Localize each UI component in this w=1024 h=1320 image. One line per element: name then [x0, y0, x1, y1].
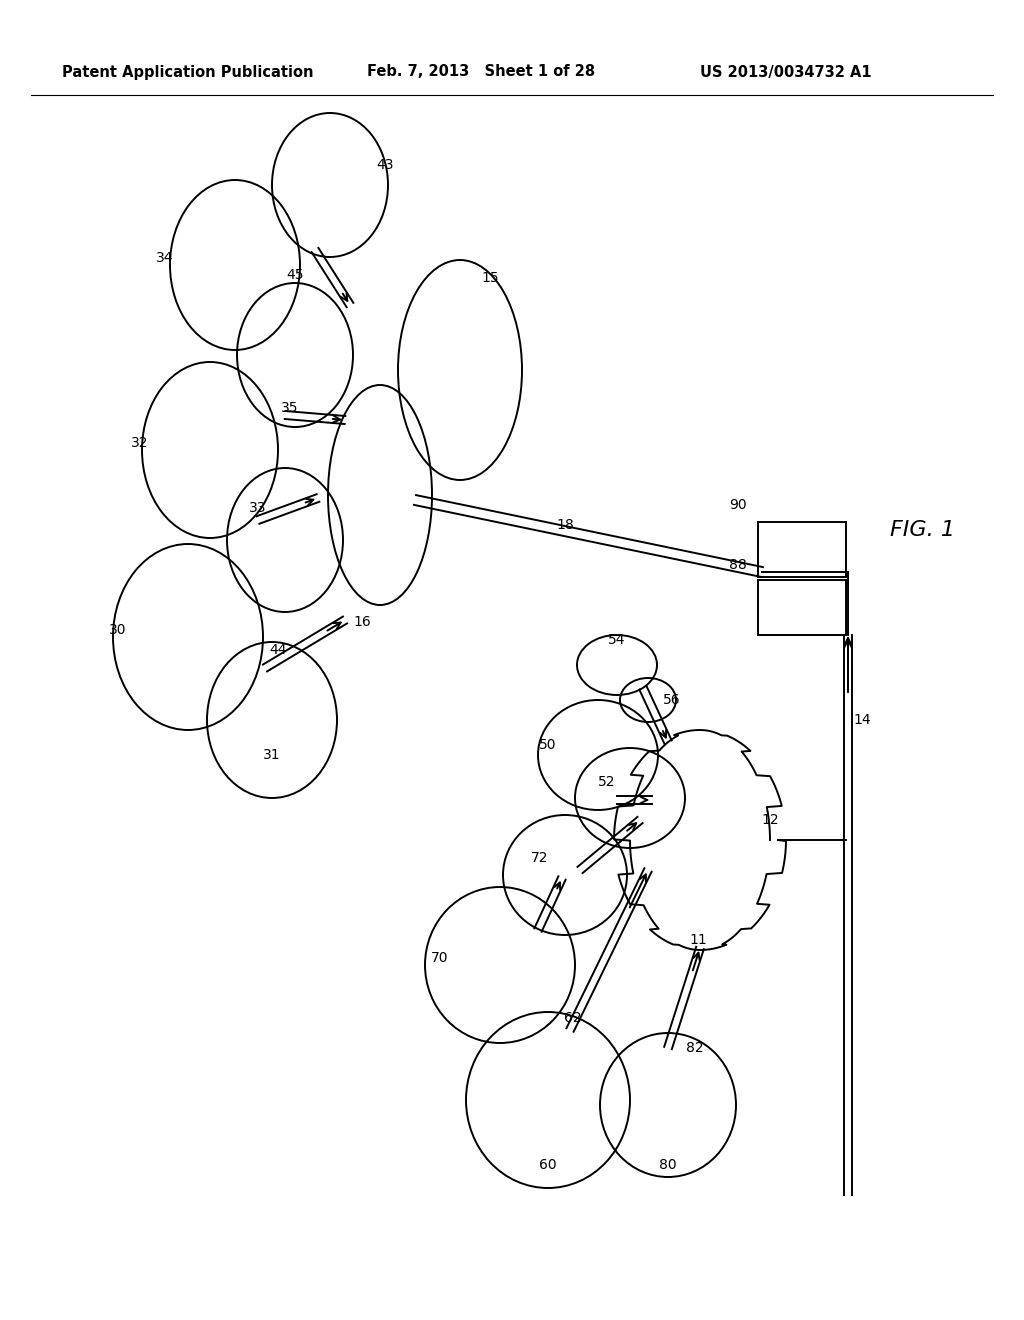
Text: 44: 44	[269, 643, 287, 657]
Text: 82: 82	[686, 1041, 703, 1055]
Text: FIG. 1: FIG. 1	[890, 520, 955, 540]
Text: Feb. 7, 2013   Sheet 1 of 28: Feb. 7, 2013 Sheet 1 of 28	[367, 65, 595, 79]
Text: 72: 72	[531, 851, 549, 865]
Text: 32: 32	[131, 436, 148, 450]
Text: 54: 54	[608, 634, 626, 647]
Text: 80: 80	[659, 1158, 677, 1172]
Text: 15: 15	[481, 271, 499, 285]
Text: 34: 34	[157, 251, 174, 265]
Text: 43: 43	[376, 158, 394, 172]
Text: 88: 88	[729, 558, 746, 572]
Bar	[758, 579, 846, 635]
Text: 45: 45	[287, 268, 304, 282]
Text: 18: 18	[556, 517, 573, 532]
Text: 56: 56	[664, 693, 681, 708]
Text: 35: 35	[282, 401, 299, 414]
Text: 52: 52	[598, 775, 615, 789]
Text: 60: 60	[540, 1158, 557, 1172]
Text: US 2013/0034732 A1: US 2013/0034732 A1	[700, 65, 871, 79]
Text: 31: 31	[263, 748, 281, 762]
Text: 11: 11	[689, 933, 707, 946]
Text: 90: 90	[729, 498, 746, 512]
Text: 14: 14	[853, 713, 870, 727]
Text: 33: 33	[249, 502, 266, 515]
Text: 12: 12	[761, 813, 779, 828]
Text: 62: 62	[564, 1011, 582, 1026]
Text: 70: 70	[431, 950, 449, 965]
Text: 30: 30	[110, 623, 127, 638]
Text: 16: 16	[353, 615, 371, 630]
Text: 50: 50	[540, 738, 557, 752]
Text: Patent Application Publication: Patent Application Publication	[62, 65, 313, 79]
Bar	[758, 521, 846, 577]
